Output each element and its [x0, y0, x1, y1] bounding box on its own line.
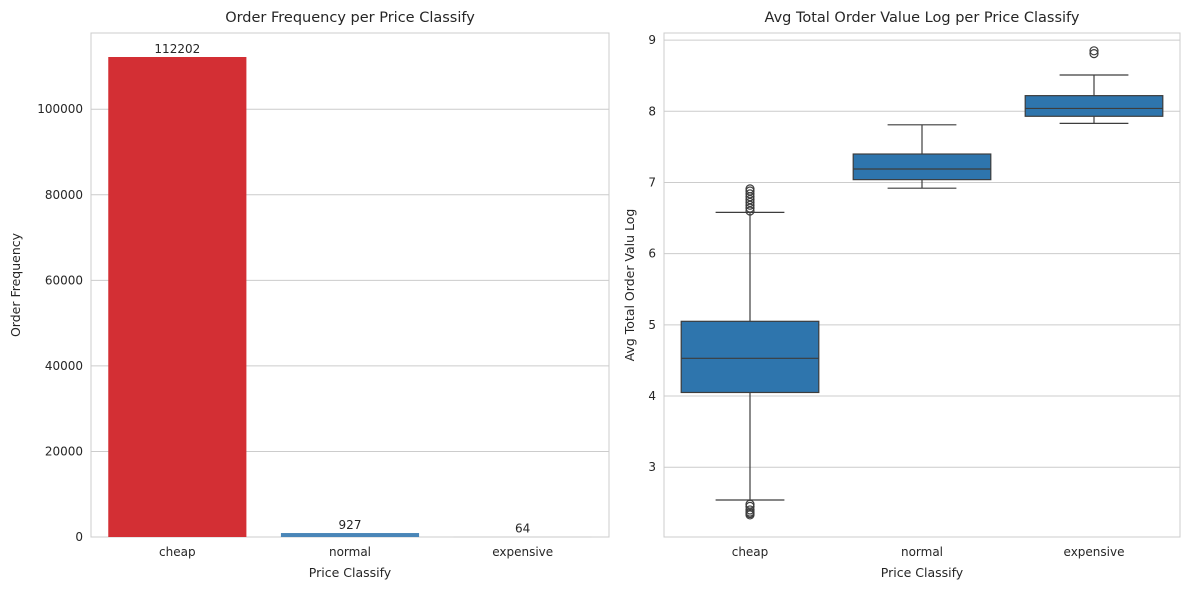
bar-chart-y-axis-label: Order Frequency — [8, 232, 23, 337]
box-chart-x-tick-label: cheap — [732, 545, 769, 559]
box-chart-y-tick-label: 7 — [648, 175, 656, 189]
box-chart-boxes — [680, 46, 1164, 520]
box-chart-x-axis-label: Price Classify — [881, 565, 964, 580]
bar-chart-y-tick-label: 80000 — [45, 188, 83, 202]
box-chart-outlier-point — [745, 184, 755, 194]
bar-chart-x-tick-label: cheap — [159, 545, 196, 559]
box-chart-iqr-box — [1024, 95, 1164, 117]
box-chart-box-normal — [852, 124, 992, 189]
bar-chart-ticks: 0 20000 40000 60000 80000 100000 cheap normal ex… — [37, 102, 553, 559]
bar-chart-bars: 112202 927 64 — [108, 42, 592, 538]
bar-chart-x-axis-label: Price Classify — [309, 565, 392, 580]
box-chart-title: Avg Total Order Value Log per Price Clas… — [765, 10, 1080, 26]
box-chart-outlier-point — [745, 499, 755, 509]
box-chart: 3 4 5 6 7 8 9 cheap normal expensive Avg Total Or… — [622, 10, 1181, 580]
bar-chart-y-tick-label: 20000 — [45, 444, 83, 458]
box-chart-x-tick-label: expensive — [1064, 545, 1125, 559]
box-chart-box-expensive — [1024, 46, 1164, 125]
box-chart-y-tick-label: 3 — [648, 460, 656, 474]
box-chart-y-axis-label: Avg Total Order Valu Log — [622, 209, 637, 362]
box-chart-box-cheap — [680, 184, 820, 520]
box-chart-plot-area — [663, 32, 1181, 538]
box-chart-y-tick-label: 5 — [648, 318, 656, 332]
bar-chart-y-tick-label: 40000 — [45, 359, 83, 373]
bar-chart-y-tick-label: 100000 — [37, 102, 83, 116]
box-chart-outlier-point — [745, 505, 755, 515]
bar-chart-y-tick-label: 0 — [75, 530, 83, 544]
bar-chart-x-tick-label: normal — [329, 545, 371, 559]
bar-chart-bar-normal — [280, 533, 420, 537]
box-chart-iqr-box — [680, 320, 820, 394]
bar-chart-value-label: 927 — [339, 518, 362, 532]
box-chart-y-tick-label: 4 — [648, 389, 656, 403]
bar-chart-y-tick-label: 60000 — [45, 273, 83, 287]
box-chart-y-tick-label: 9 — [648, 33, 656, 47]
box-chart-y-tick-label: 6 — [648, 247, 656, 261]
bar-chart-bar-cheap — [108, 56, 247, 537]
box-chart-outlier-point — [1089, 46, 1099, 56]
box-chart-outlier-point — [1089, 49, 1099, 59]
bar-chart-value-label: 64 — [515, 522, 530, 536]
box-chart-iqr-box — [852, 153, 992, 181]
box-chart-y-tick-label: 8 — [648, 104, 656, 118]
bar-chart: 112202 927 64 0 20000 40000 60000 80000 100000 c… — [8, 10, 610, 580]
bar-chart-x-tick-label: expensive — [492, 545, 553, 559]
box-chart-ticks: 3 4 5 6 7 8 9 cheap normal expensive — [648, 33, 1124, 559]
box-chart-outlier-point — [745, 189, 755, 199]
box-chart-x-tick-label: normal — [901, 545, 943, 559]
bar-chart-bar-expensive — [453, 536, 592, 538]
bar-chart-title: Order Frequency per Price Classify — [225, 10, 475, 26]
bar-chart-value-label: 112202 — [154, 42, 200, 56]
